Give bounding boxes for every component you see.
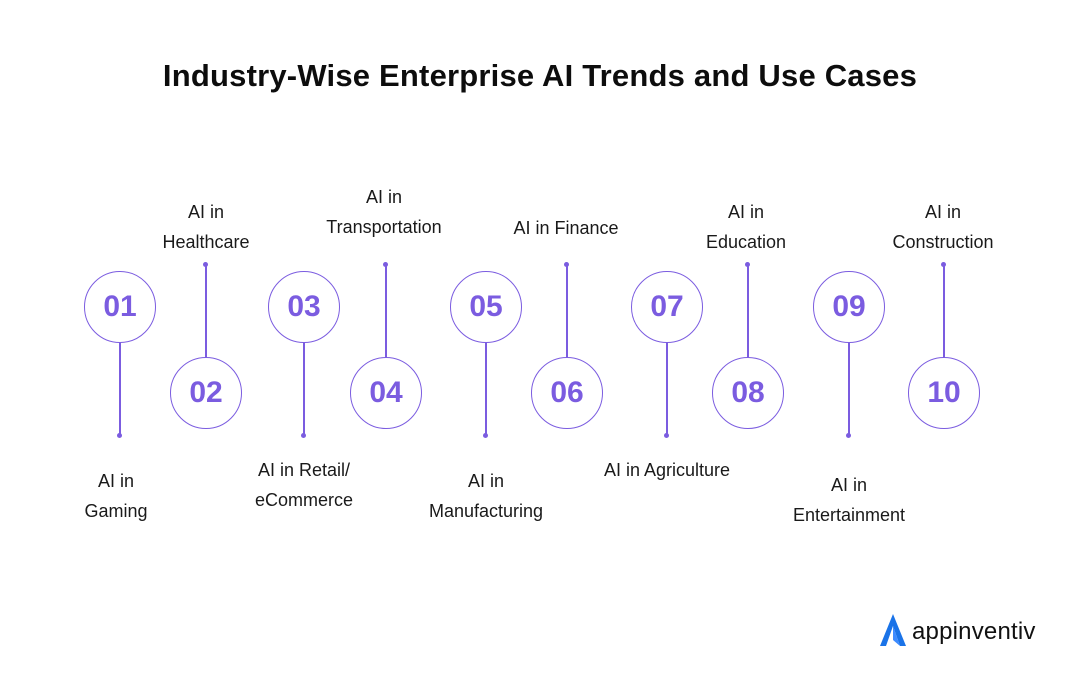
step-label-09: AI in Entertainment — [749, 470, 949, 530]
step-circle-03: 03 — [268, 271, 340, 343]
connector-dot-10 — [941, 262, 946, 267]
connector-line-07 — [666, 343, 668, 436]
step-label-05-line2: Manufacturing — [428, 501, 544, 521]
step-label-04-line1: AI in — [365, 187, 403, 207]
connector-dot-02 — [203, 262, 208, 267]
connector-line-08 — [747, 264, 749, 357]
step-label-04: AI in Transportation — [284, 182, 484, 242]
step-circle-05: 05 — [450, 271, 522, 343]
step-circle-08: 08 — [712, 357, 784, 429]
step-label-02-line2: Healthcare — [162, 232, 250, 252]
step-label-10-line1: AI in — [924, 202, 962, 222]
connector-line-04 — [385, 264, 387, 357]
connector-dot-05 — [483, 433, 488, 438]
connector-line-01 — [119, 343, 121, 436]
step-circle-01: 01 — [84, 271, 156, 343]
step-label-05: AI in Manufacturing — [386, 466, 586, 526]
step-label-02: AI in Healthcare — [106, 197, 306, 257]
connector-line-09 — [848, 343, 850, 436]
connector-line-06 — [566, 264, 568, 357]
connector-line-05 — [485, 343, 487, 436]
step-label-07-line1: AI in Agriculture — [603, 460, 731, 480]
connector-dot-08 — [745, 262, 750, 267]
step-label-06: AI in Finance — [466, 213, 666, 243]
step-circle-04: 04 — [350, 357, 422, 429]
step-label-06-line1: AI in Finance — [513, 218, 619, 238]
step-label-07: AI in Agriculture — [567, 455, 767, 485]
step-circle-02: 02 — [170, 357, 242, 429]
step-label-05-line1: AI in — [467, 471, 505, 491]
step-label-09-line1: AI in — [830, 475, 868, 495]
step-label-10-line2: Construction — [892, 232, 994, 252]
connector-dot-04 — [383, 262, 388, 267]
step-circle-07: 07 — [631, 271, 703, 343]
step-label-08-line1: AI in — [727, 202, 765, 222]
brand-logo: appinventiv — [878, 612, 1036, 652]
step-label-01-line1: AI in — [97, 471, 135, 491]
step-label-01-line2: Gaming — [84, 501, 148, 521]
connector-dot-03 — [301, 433, 306, 438]
connector-line-03 — [303, 343, 305, 436]
connector-line-10 — [943, 264, 945, 357]
connector-dot-09 — [846, 433, 851, 438]
step-label-10: AI in Construction — [843, 197, 1043, 257]
step-label-04-line2: Transportation — [326, 217, 442, 237]
step-label-08-line2: Education — [705, 232, 787, 252]
step-label-09-line2: Entertainment — [792, 505, 906, 525]
step-label-03-line1: AI in Retail/ — [257, 460, 351, 480]
step-label-01: AI in Gaming — [16, 466, 216, 526]
step-circle-10: 10 — [908, 357, 980, 429]
appinventiv-logo-icon — [878, 612, 908, 653]
connector-dot-07 — [664, 433, 669, 438]
step-label-03-line2: eCommerce — [254, 490, 354, 510]
step-label-08: AI in Education — [646, 197, 846, 257]
page-title: Industry-Wise Enterprise AI Trends and U… — [162, 58, 918, 93]
connector-dot-01 — [117, 433, 122, 438]
connector-line-02 — [205, 264, 207, 357]
brand-logo-text: appinventiv — [912, 618, 1036, 645]
connector-dot-06 — [564, 262, 569, 267]
step-label-02-line1: AI in — [187, 202, 225, 222]
step-label-03: AI in Retail/ eCommerce — [204, 455, 404, 515]
step-circle-09: 09 — [813, 271, 885, 343]
step-circle-06: 06 — [531, 357, 603, 429]
